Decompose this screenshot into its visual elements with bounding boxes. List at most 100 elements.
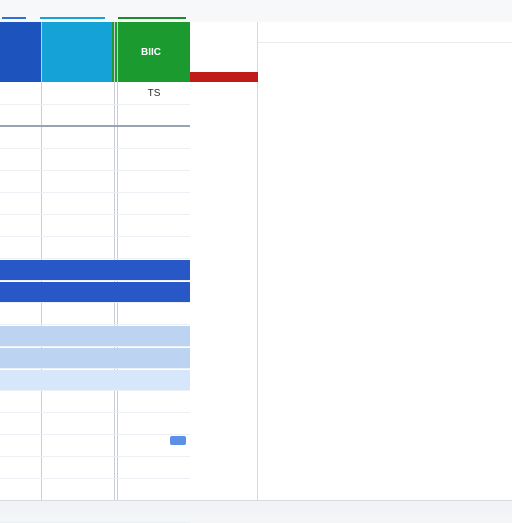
table-cell[interactable]: [336, 197, 396, 209]
table-cell[interactable]: [120, 110, 188, 122]
table-row[interactable]: [258, 109, 512, 129]
table-row[interactable]: [0, 238, 190, 259]
table-cell[interactable]: [0, 286, 41, 298]
table-cell[interactable]: [120, 462, 188, 474]
table-cell[interactable]: [336, 428, 396, 440]
right-header-2[interactable]: [336, 27, 396, 39]
table-cell[interactable]: [448, 365, 500, 377]
table-row[interactable]: [258, 403, 512, 423]
table-cell[interactable]: [120, 418, 188, 430]
table-row[interactable]: [258, 466, 512, 486]
table-cell[interactable]: [48, 418, 108, 430]
table-cell[interactable]: [0, 198, 41, 210]
table-cell[interactable]: [448, 113, 500, 125]
table-cell[interactable]: [288, 470, 322, 482]
table-cell[interactable]: [48, 176, 108, 188]
table-cell[interactable]: [448, 386, 500, 398]
table-cell[interactable]: [288, 197, 322, 209]
table-cell[interactable]: [448, 239, 500, 251]
table-cell[interactable]: [448, 92, 500, 104]
table-cell[interactable]: [448, 218, 500, 230]
table-cell[interactable]: [48, 462, 108, 474]
table-cell[interactable]: [48, 132, 108, 144]
table-cell[interactable]: [288, 50, 322, 62]
table-row[interactable]: [0, 326, 190, 347]
table-row[interactable]: [0, 436, 190, 457]
table-cell[interactable]: [336, 449, 396, 461]
table-cell[interactable]: [448, 428, 500, 440]
table-cell[interactable]: [336, 113, 396, 125]
table-cell[interactable]: [336, 365, 396, 377]
table-cell[interactable]: [120, 198, 188, 210]
table-row[interactable]: [258, 424, 512, 444]
table-cell[interactable]: [336, 470, 396, 482]
right-header-1[interactable]: [288, 27, 322, 39]
table-cell[interactable]: [0, 88, 41, 100]
table-row[interactable]: [0, 480, 190, 501]
horizontal-scrollbar[interactable]: [0, 500, 512, 513]
table-cell[interactable]: [448, 470, 500, 482]
table-row[interactable]: [258, 340, 512, 360]
table-cell[interactable]: [288, 344, 322, 356]
table-cell[interactable]: [120, 176, 188, 188]
table-cell[interactable]: [448, 323, 500, 335]
table-cell[interactable]: [288, 323, 322, 335]
table-cell[interactable]: [120, 242, 188, 254]
table-cell[interactable]: [120, 374, 188, 386]
table-cell[interactable]: [336, 134, 396, 146]
table-cell[interactable]: [288, 218, 322, 230]
table-cell[interactable]: [448, 134, 500, 146]
table-row[interactable]: [258, 172, 512, 192]
table-row[interactable]: [258, 445, 512, 465]
table-cell[interactable]: [48, 88, 108, 100]
table-cell[interactable]: [48, 440, 108, 452]
table-row[interactable]: [0, 282, 190, 303]
table-cell[interactable]: [288, 92, 322, 104]
table-cell[interactable]: [120, 330, 188, 342]
table-cell[interactable]: [0, 352, 41, 364]
table-cell[interactable]: [448, 260, 500, 272]
table-row[interactable]: [0, 150, 190, 171]
cyan-column-header[interactable]: [41, 22, 112, 82]
blue-column-header[interactable]: [0, 22, 41, 82]
table-cell[interactable]: [336, 302, 396, 314]
table-row[interactable]: [0, 458, 190, 479]
table-row[interactable]: [0, 392, 190, 413]
table-cell[interactable]: [120, 396, 188, 408]
table-cell[interactable]: [120, 154, 188, 166]
table-row[interactable]: [0, 216, 190, 237]
table-cell[interactable]: [48, 154, 108, 166]
table-cell[interactable]: [0, 264, 41, 276]
table-cell[interactable]: [120, 308, 188, 320]
table-cell[interactable]: [120, 484, 188, 496]
table-cell[interactable]: [0, 374, 41, 386]
table-cell[interactable]: [120, 220, 188, 232]
table-cell[interactable]: [0, 242, 41, 254]
table-cell[interactable]: [448, 344, 500, 356]
table-row[interactable]: [258, 151, 512, 171]
table-cell[interactable]: [336, 281, 396, 293]
table-cell[interactable]: [336, 71, 396, 83]
table-row[interactable]: [258, 361, 512, 381]
table-cell[interactable]: [48, 198, 108, 210]
table-cell[interactable]: [448, 50, 500, 62]
table-cell[interactable]: [448, 407, 500, 419]
status-chip[interactable]: [170, 436, 186, 445]
table-row[interactable]: [258, 46, 512, 66]
table-cell[interactable]: [448, 176, 500, 188]
table-cell[interactable]: [48, 374, 108, 386]
table-cell[interactable]: [120, 132, 188, 144]
table-cell[interactable]: [0, 396, 41, 408]
table-cell[interactable]: [336, 92, 396, 104]
table-cell[interactable]: [336, 155, 396, 167]
table-cell[interactable]: [336, 323, 396, 335]
table-cell[interactable]: [288, 239, 322, 251]
table-row[interactable]: [0, 304, 190, 325]
table-cell[interactable]: [448, 281, 500, 293]
table-cell[interactable]: [0, 418, 41, 430]
table-cell[interactable]: TS: [147, 88, 161, 99]
table-cell[interactable]: [48, 242, 108, 254]
table-cell[interactable]: [288, 113, 322, 125]
green-column-header[interactable]: BIIC: [112, 22, 190, 82]
table-cell[interactable]: [288, 386, 322, 398]
